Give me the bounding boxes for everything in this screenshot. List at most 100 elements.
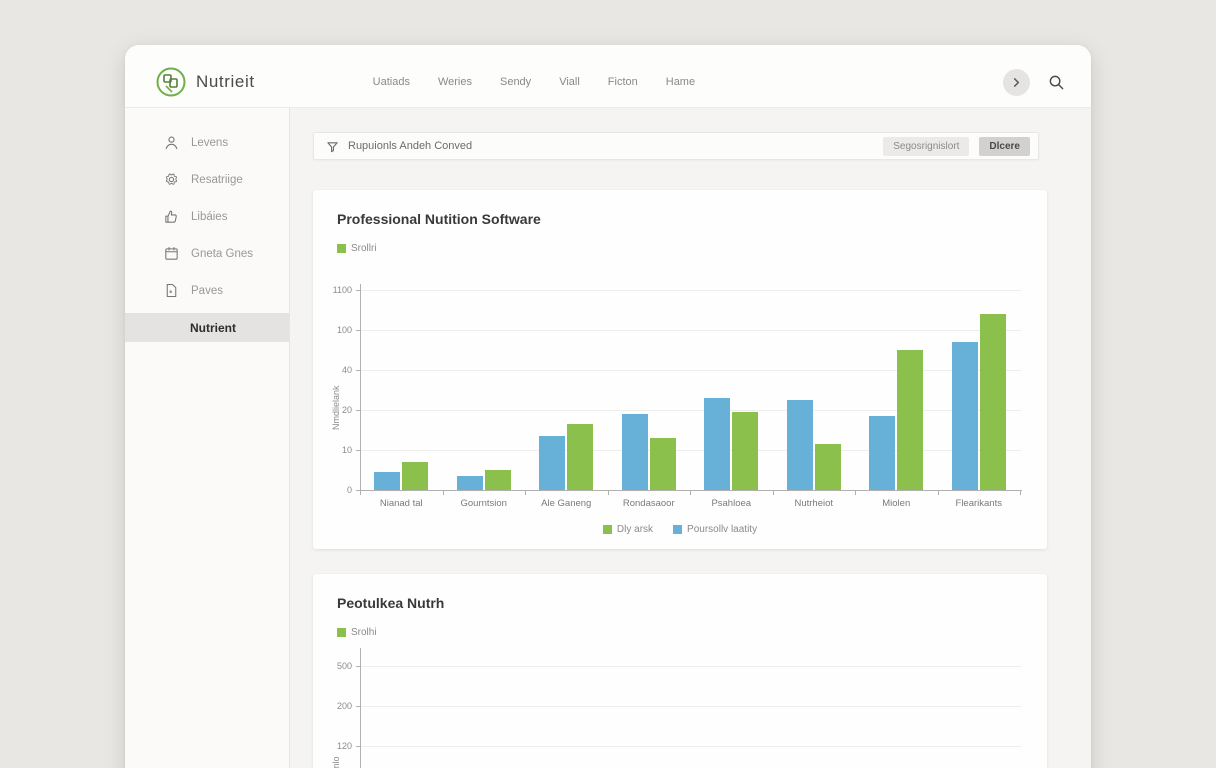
notification-button-segosrignislort[interactable]: Segosrignislort xyxy=(883,136,970,156)
bar-poursollv-laatity xyxy=(374,472,401,490)
chart-2-top-legend-swatch xyxy=(337,628,346,637)
nav-item-uatiads[interactable]: Uatiads xyxy=(372,76,410,88)
bar-dly-arsk xyxy=(484,470,511,490)
y-tick-label: 10 xyxy=(341,445,352,455)
y-tick-label: 0 xyxy=(346,485,352,495)
gridline xyxy=(361,706,1021,707)
x-tick xyxy=(772,491,774,495)
bar-dly-arsk xyxy=(897,350,924,490)
notification-bar: Rupuionls Andeh Conved Segosrignislort Dl… xyxy=(313,132,1039,160)
y-tick-label: 40 xyxy=(341,365,352,375)
bar-poursollv-laatity xyxy=(621,414,648,490)
app-name: Nutrieit xyxy=(196,72,255,91)
x-axis xyxy=(360,490,1022,491)
gridline xyxy=(361,290,1021,291)
gridline xyxy=(361,330,1021,331)
y-tick xyxy=(356,706,360,707)
y-axis xyxy=(360,648,361,768)
sidebar-item-nutrient[interactable]: Nutrient xyxy=(125,313,289,342)
bar-poursollv-laatity xyxy=(539,436,566,490)
y-tick-label: 20 xyxy=(341,405,352,415)
chart-card-1: Professional Nutition Software Srollri 0… xyxy=(313,190,1047,549)
y-tick xyxy=(356,746,360,747)
chart-1-legend-label: Dly arsk xyxy=(616,524,654,535)
x-category-label: Gourntsion xyxy=(460,498,507,509)
calendar-icon xyxy=(165,246,178,260)
nav-item-hame[interactable]: Hame xyxy=(665,76,696,88)
sidebar-item-paves[interactable]: Paves xyxy=(125,272,289,309)
chart-1-title: Professional Nutition Software xyxy=(337,211,541,227)
gridline xyxy=(361,450,1021,451)
x-category-label: Ale Ganeng xyxy=(541,498,592,509)
forward-button[interactable] xyxy=(1003,68,1030,96)
nav-item-sendy[interactable]: Sendy xyxy=(499,76,532,88)
sidebar-item-resatriige[interactable]: Resatriige xyxy=(125,161,289,198)
bar-dly-arsk xyxy=(567,424,594,490)
gridline xyxy=(361,666,1021,667)
notification-button-dlcere[interactable]: Dlcere xyxy=(979,136,1030,156)
nav-item-weries[interactable]: Weries xyxy=(437,76,472,88)
chart-1-legend-label: Poursollv laatity xyxy=(687,524,758,535)
chart-card-2: Peotulkea Nutrh Srolhi 500 200 120 mlo xyxy=(313,574,1047,768)
x-tick xyxy=(690,491,691,495)
bar-dly-arsk xyxy=(814,444,841,490)
sidebar-item-label: Resatriige xyxy=(191,173,243,186)
bar-dly-arsk xyxy=(402,462,429,490)
y-tick xyxy=(356,450,360,451)
gridline xyxy=(361,746,1021,747)
sidebar-item-label: Paves xyxy=(191,284,223,297)
chart-1-top-legend: Srollri xyxy=(313,243,1047,254)
brand: Nutrieit xyxy=(155,66,255,98)
y-tick xyxy=(356,290,360,291)
bar-dly-arsk xyxy=(979,314,1006,490)
sidebar: Levens Resatriige Libáies Gneta Gnes Paves Nu… xyxy=(125,108,290,768)
chart-2-top-legend-label: Srolhi xyxy=(351,627,377,638)
x-tick xyxy=(525,491,526,495)
y-axis-label: mlo xyxy=(331,756,341,768)
nav-item-viall[interactable]: Viall xyxy=(559,76,580,88)
sidebar-item-libáies[interactable]: Libáies xyxy=(125,198,289,235)
chart-1-legend: Dly arsk Poursollv laatity xyxy=(313,524,1047,535)
y-axis-label: Nmdlielank xyxy=(331,385,341,430)
x-category-label: Flearikants xyxy=(955,498,1002,509)
navbar-actions xyxy=(1003,68,1065,96)
x-tick xyxy=(360,491,361,495)
x-tick xyxy=(607,491,609,495)
x-category-label: Miolen xyxy=(882,498,911,509)
main-content: Rupuionls Andeh Conved Segosrignislort Dl… xyxy=(290,108,1091,768)
y-tick xyxy=(356,666,360,667)
x-category-label: Psahloea xyxy=(711,498,752,509)
bar-poursollv-laatity xyxy=(456,476,483,490)
chart-1-legend-swatch xyxy=(602,525,612,534)
x-category-label: Rondasaoor xyxy=(622,498,675,509)
sidebar-item-gneta-gnes[interactable]: Gneta Gnes xyxy=(125,235,289,272)
gridline xyxy=(361,410,1021,411)
x-tick xyxy=(1020,491,1021,495)
chart-1-top-legend-item: Srollri xyxy=(337,243,377,254)
main-nav: Uatiads Weries Sendy Viall Ficton Hame xyxy=(373,76,695,88)
x-tick xyxy=(937,491,939,495)
x-tick xyxy=(855,491,856,495)
chart-1-legend-item: Poursollv laatity xyxy=(673,524,757,535)
sidebar-item-label: Nutrient xyxy=(190,320,236,335)
chart-2-top-legend: Srolhi xyxy=(313,627,1047,638)
y-tick xyxy=(356,330,360,331)
chart-2-top-legend-item: Srolhi xyxy=(337,627,377,638)
sidebar-item-label: Gneta Gnes xyxy=(191,247,254,260)
x-category-label: Nianad tal xyxy=(379,498,423,509)
search-button[interactable] xyxy=(1048,74,1065,91)
y-axis xyxy=(360,284,361,490)
chevron-right-icon xyxy=(1013,77,1020,87)
chart-1-legend-item: Dly arsk xyxy=(602,524,654,535)
nav-item-ficton[interactable]: Ficton xyxy=(607,76,638,88)
sidebar-item-label: Levens xyxy=(191,136,229,149)
chart-1-plot: 0 10 20 40 100 1100 Nianad tal Gourntsion Ale Ga… xyxy=(313,262,1047,514)
chart-1-top-legend-label: Srollri xyxy=(351,243,377,254)
chart-1-legend-swatch xyxy=(673,525,683,534)
bar-poursollv-laatity xyxy=(869,416,896,490)
sidebar-item-levens[interactable]: Levens xyxy=(125,124,289,161)
bar-poursollv-laatity xyxy=(786,400,813,490)
gridline xyxy=(361,370,1021,371)
sidebar-item-label: Libáies xyxy=(191,210,228,223)
bar-poursollv-laatity xyxy=(951,342,978,490)
